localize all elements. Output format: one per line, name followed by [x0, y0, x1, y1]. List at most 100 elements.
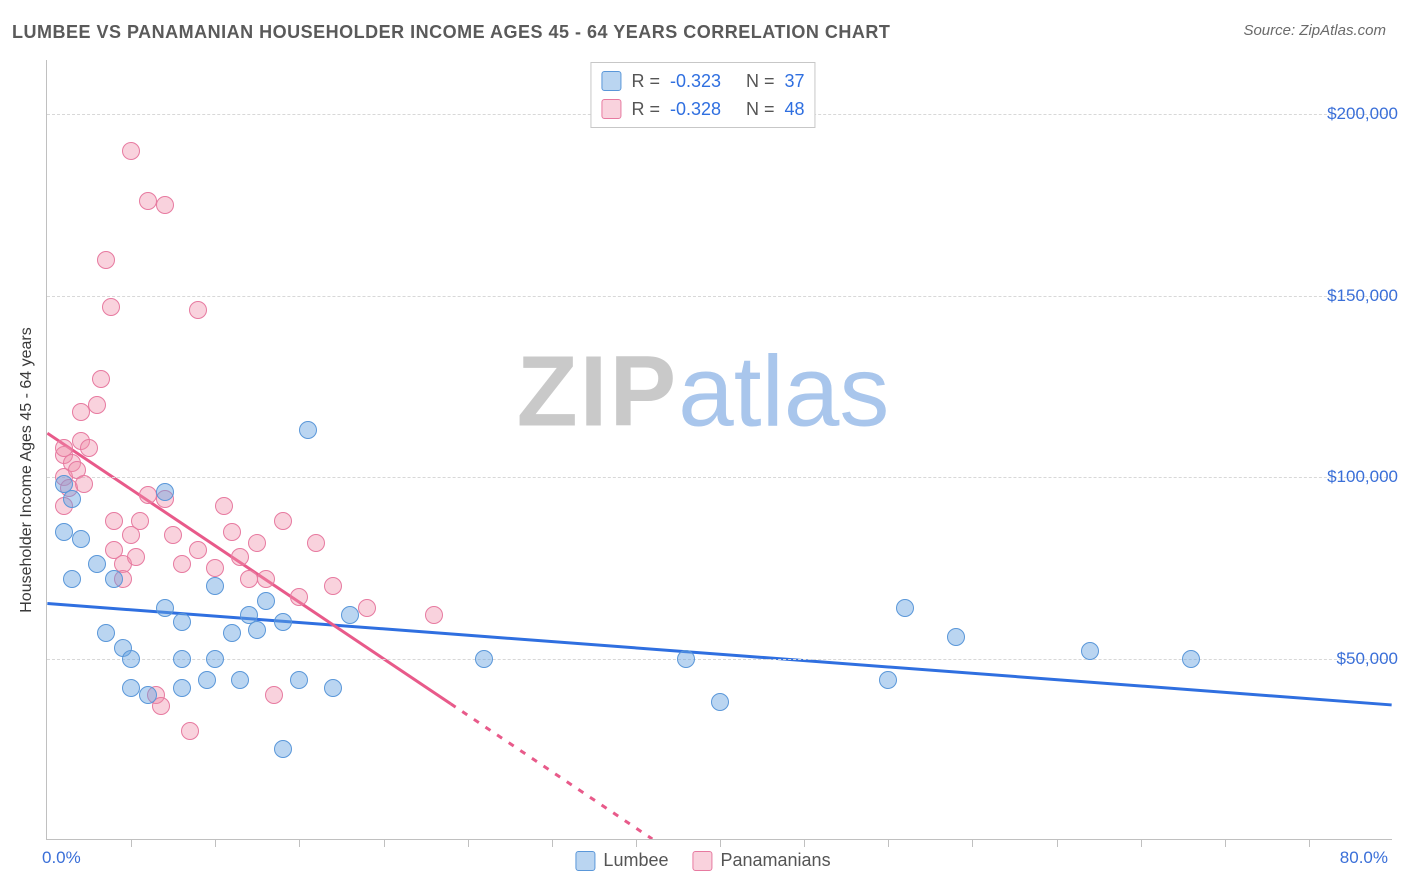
scatter-point [711, 693, 729, 711]
scatter-point [131, 512, 149, 530]
scatter-point [290, 588, 308, 606]
scatter-point [1182, 650, 1200, 668]
scatter-point [139, 486, 157, 504]
series-legend: Lumbee Panamanians [575, 850, 830, 871]
scatter-point [105, 570, 123, 588]
chart-title: LUMBEE VS PANAMANIAN HOUSEHOLDER INCOME … [12, 22, 890, 43]
scatter-point [173, 613, 191, 631]
x-tick [888, 839, 889, 847]
swatch-icon [601, 71, 621, 91]
legend-item: Lumbee [575, 850, 668, 871]
r-label: R = [631, 67, 660, 95]
scatter-point [122, 142, 140, 160]
scatter-point [274, 613, 292, 631]
trend-lines [47, 60, 1392, 839]
scatter-point [181, 722, 199, 740]
scatter-point [324, 679, 342, 697]
swatch-icon [601, 99, 621, 119]
x-tick [299, 839, 300, 847]
n-value: 37 [785, 67, 805, 95]
n-value: 48 [785, 95, 805, 123]
scatter-point [223, 624, 241, 642]
gridline [47, 477, 1392, 478]
scatter-point [206, 559, 224, 577]
n-label: N = [746, 67, 775, 95]
x-tick [804, 839, 805, 847]
scatter-point [75, 475, 93, 493]
scatter-point [299, 421, 317, 439]
scatter-point [257, 570, 275, 588]
scatter-point [206, 650, 224, 668]
legend-row: R = -0.323 N = 37 [601, 67, 804, 95]
scatter-point [677, 650, 695, 668]
x-tick [972, 839, 973, 847]
trend-line [451, 704, 653, 839]
scatter-point [173, 650, 191, 668]
scatter-point [341, 606, 359, 624]
source-attribution: Source: ZipAtlas.com [1243, 22, 1386, 39]
x-tick [636, 839, 637, 847]
scatter-point [307, 534, 325, 552]
x-tick [1225, 839, 1226, 847]
scatter-point [173, 555, 191, 573]
scatter-point [88, 555, 106, 573]
scatter-point [896, 599, 914, 617]
n-label: N = [746, 95, 775, 123]
scatter-point [290, 671, 308, 689]
r-value: -0.323 [670, 67, 721, 95]
scatter-point [97, 251, 115, 269]
scatter-point [55, 523, 73, 541]
x-axis-max: 80.0% [1340, 848, 1388, 868]
scatter-point [231, 671, 249, 689]
y-tick-label: $200,000 [1278, 104, 1398, 124]
scatter-point [156, 196, 174, 214]
scatter-point [475, 650, 493, 668]
scatter-point [274, 512, 292, 530]
scatter-point [198, 671, 216, 689]
r-value: -0.328 [670, 95, 721, 123]
swatch-icon [692, 851, 712, 871]
x-axis-min: 0.0% [42, 848, 81, 868]
x-tick [131, 839, 132, 847]
y-tick-label: $50,000 [1278, 649, 1398, 669]
scatter-point [102, 298, 120, 316]
scatter-point [80, 439, 98, 457]
scatter-point [122, 679, 140, 697]
y-tick-label: $150,000 [1278, 286, 1398, 306]
scatter-point [105, 512, 123, 530]
scatter-point [215, 497, 233, 515]
scatter-point [265, 686, 283, 704]
correlation-legend: R = -0.323 N = 37 R = -0.328 N = 48 [590, 62, 815, 128]
scatter-point [274, 740, 292, 758]
scatter-point [324, 577, 342, 595]
scatter-point [139, 686, 157, 704]
scatter-point [189, 301, 207, 319]
scatter-point [72, 530, 90, 548]
trend-line [47, 433, 450, 704]
gridline [47, 296, 1392, 297]
scatter-point [947, 628, 965, 646]
scatter-point [156, 483, 174, 501]
legend-label: Panamanians [720, 850, 830, 871]
scatter-point [248, 621, 266, 639]
scatter-point [231, 548, 249, 566]
scatter-point [122, 650, 140, 668]
scatter-point [879, 671, 897, 689]
scatter-point [206, 577, 224, 595]
swatch-icon [575, 851, 595, 871]
x-tick [215, 839, 216, 847]
legend-item: Panamanians [692, 850, 830, 871]
x-tick [384, 839, 385, 847]
scatter-point [92, 370, 110, 388]
scatter-point [223, 523, 241, 541]
x-tick [1141, 839, 1142, 847]
scatter-point [127, 548, 145, 566]
scatter-point [156, 599, 174, 617]
scatter-point [164, 526, 182, 544]
scatter-point [63, 570, 81, 588]
r-label: R = [631, 95, 660, 123]
x-tick [552, 839, 553, 847]
scatter-point [139, 192, 157, 210]
scatter-point [425, 606, 443, 624]
scatter-point [240, 570, 258, 588]
